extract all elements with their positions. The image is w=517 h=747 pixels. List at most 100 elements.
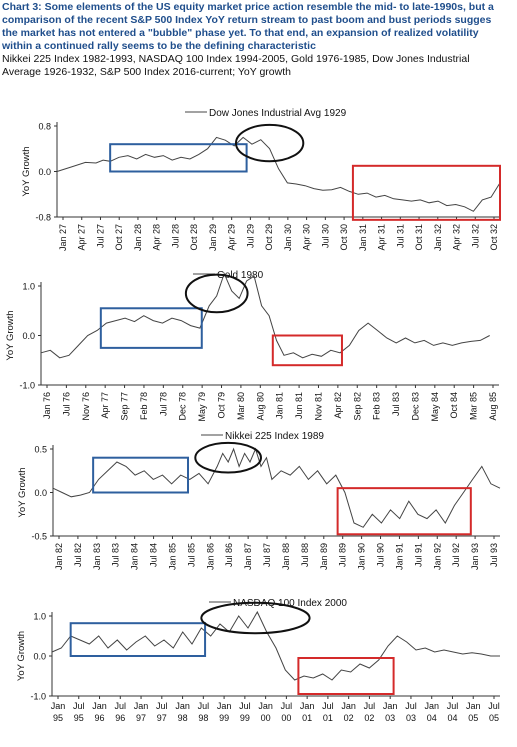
x-tick-label: Jul 27 — [95, 224, 105, 248]
x-tick-label-month: Jan — [92, 701, 107, 711]
x-tick-label: Jan 29 — [208, 224, 218, 251]
y-tick-label: -1.0 — [19, 381, 35, 391]
x-tick-label: Nov 81 — [313, 392, 323, 421]
y-tick-label: 0.0 — [34, 488, 47, 498]
x-tick-label: Mar 85 — [469, 392, 479, 420]
x-tick-label: Mar 80 — [236, 392, 246, 420]
x-tick-label-year: 99 — [240, 713, 250, 723]
chart-subtitle-line-2: Average 1926-1932, S&P 500 Index 2016-cu… — [2, 66, 291, 78]
x-tick-label-month: Jan — [217, 701, 232, 711]
series-line — [40, 272, 490, 359]
x-tick-label-year: 05 — [489, 713, 499, 723]
x-tick-label: Jan 31 — [358, 224, 368, 251]
y-tick-label: -0.8 — [35, 213, 51, 223]
x-tick-label-month: Jan — [134, 701, 149, 711]
y-tick-label: 0.8 — [38, 122, 51, 132]
x-tick-label: Jan 93 — [470, 543, 480, 570]
x-tick-label-month: Jan — [383, 701, 398, 711]
x-tick-label: Apr 27 — [77, 224, 87, 251]
x-tick-label: Jul 76 — [61, 392, 71, 416]
x-tick-label-month: Jul — [447, 701, 459, 711]
red-highlight-box — [336, 487, 472, 536]
x-tick-label-month: Jul — [322, 701, 334, 711]
x-tick-label: Apr 28 — [152, 224, 162, 251]
x-tick-label: Nov 76 — [81, 392, 91, 421]
x-tick-label-month: Jul — [156, 701, 168, 711]
x-tick-label: Jul 88 — [300, 543, 310, 567]
y-axis-title: YoY Growth — [17, 467, 28, 517]
x-tick-label: Jan 85 — [167, 543, 177, 570]
chart-panel-3: Nikkei 225 Index 1989 0.5 0.0 -0.5 YoY Growt… — [17, 431, 501, 570]
x-tick-label: Jul 83 — [391, 392, 401, 416]
x-tick-label-month: Jul — [239, 701, 251, 711]
blue-highlight-box — [109, 143, 248, 173]
x-tick-label: Jan 87 — [243, 543, 253, 570]
x-tick-label: Jan 81 — [275, 392, 285, 419]
x-tick-label: Jul 83 — [111, 543, 121, 567]
x-tick-label: Oct 30 — [339, 224, 349, 251]
blue-highlight-box — [99, 307, 203, 349]
x-tick-label-year: 02 — [364, 713, 374, 723]
x-tick-label: Jul 30 — [320, 224, 330, 248]
series-line — [51, 610, 500, 681]
x-tick-label: Jul 92 — [451, 543, 461, 567]
x-tick-label-year: 03 — [385, 713, 395, 723]
peak-ellipse — [234, 123, 305, 163]
series-line — [52, 447, 501, 528]
chart-title-line-3: the market has not entered a "bubble" ph… — [2, 27, 479, 39]
x-tick-label-year: 98 — [198, 713, 208, 723]
y-tick-label: 0.5 — [34, 445, 47, 455]
x-tick-label-month: Jan — [300, 701, 315, 711]
y-tick-label: 1.0 — [33, 612, 46, 622]
x-tick-label: Jul 91 — [413, 543, 423, 567]
x-tick-label-month: Jul — [198, 701, 210, 711]
x-tick-label-month: Jul — [115, 701, 127, 711]
peak-ellipse — [194, 441, 262, 474]
x-tick-label: Jul 29 — [245, 224, 255, 248]
x-tick-label-month: Jan — [466, 701, 481, 711]
x-tick-label: Jan 88 — [281, 543, 291, 570]
y-axis-title: YoY Growth — [16, 631, 27, 681]
x-tick-label-year: 96 — [95, 713, 105, 723]
y-tick-label: -0.5 — [31, 532, 47, 542]
chart-subtitle-line-1: Nikkei 225 Index 1982-1993, NASDAQ 100 I… — [2, 53, 470, 65]
x-tick-label-month: Jan — [258, 701, 273, 711]
red-highlight-box — [297, 657, 395, 695]
x-tick-label-year: 01 — [323, 713, 333, 723]
x-tick-label: Jan 83 — [92, 543, 102, 570]
y-axis-title: YoY Growth — [5, 310, 16, 360]
chart-panel-4: NASDAQ 100 Index 2000 1.0 0.0 -1.0 YoY Growt… — [16, 598, 500, 723]
x-tick-label: Apr 82 — [333, 392, 343, 419]
x-tick-label: Jul 32 — [470, 224, 480, 248]
x-tick-label: Apr 77 — [100, 392, 110, 419]
x-tick-label-year: 04 — [447, 713, 457, 723]
x-tick-label-month: Jan — [341, 701, 356, 711]
legend-label: Gold 1980 — [217, 270, 264, 281]
legend-label: Nikkei 225 Index 1989 — [225, 431, 324, 442]
x-tick-label-year: 96 — [115, 713, 125, 723]
x-tick-label: Apr 31 — [377, 224, 387, 251]
blue-highlight-box — [69, 622, 207, 657]
x-tick-label-year: 02 — [344, 713, 354, 723]
chart-title-line-1: Chart 3: Some elements of the US equity … — [2, 1, 494, 13]
x-tick-label-month: Jul — [73, 701, 85, 711]
x-tick-label: Jan 82 — [54, 543, 64, 570]
x-tick-label-month: Jan — [51, 701, 66, 711]
y-tick-label: 0.0 — [22, 331, 35, 341]
x-tick-label: Feb 78 — [139, 392, 149, 420]
legend-label: NASDAQ 100 Index 2000 — [233, 598, 347, 609]
x-tick-label: Aug 85 — [488, 392, 498, 421]
x-tick-label: Dec 78 — [178, 392, 188, 421]
x-tick-label: Jul 93 — [489, 543, 499, 567]
x-tick-label: Oct 27 — [114, 224, 124, 251]
x-tick-label: Jul 90 — [376, 543, 386, 567]
legend-label: Dow Jones Industrial Avg 1929 — [209, 108, 347, 119]
y-tick-label: 1.0 — [22, 282, 35, 292]
x-tick-label: Jan 30 — [283, 224, 293, 251]
x-tick-label: Oct 79 — [217, 392, 227, 419]
chart-title-line-4: within a continued rally seems to be the… — [2, 40, 316, 52]
charts-svg: Dow Jones Industrial Avg 1929 0.8 0.0 -0.8 Y… — [5, 108, 502, 723]
x-tick-label-month: Jan — [175, 701, 190, 711]
x-tick-label-year: 97 — [157, 713, 167, 723]
peak-ellipse — [200, 601, 311, 635]
